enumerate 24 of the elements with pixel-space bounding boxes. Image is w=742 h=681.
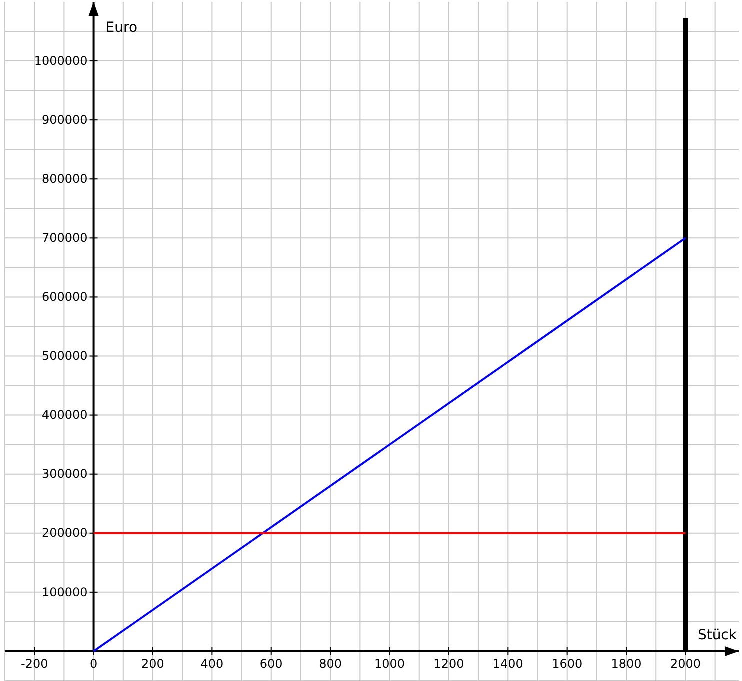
- x-tick-label: 800: [319, 657, 342, 671]
- x-axis-title: Stück: [698, 627, 738, 644]
- x-tick-label: 1600: [552, 657, 583, 671]
- x-tick-label: 1400: [492, 657, 524, 671]
- x-tick-label: 600: [260, 657, 283, 671]
- x-tick-label: 1000: [374, 657, 406, 671]
- y-tick-label: 200000: [42, 526, 88, 540]
- x-tick-label: 400: [200, 657, 224, 671]
- y-tick-label: 400000: [42, 408, 88, 422]
- x-tick-label: 200: [142, 657, 164, 671]
- y-tick-label: 800000: [42, 172, 88, 186]
- y-tick-label: 1000000: [34, 54, 88, 68]
- y-tick-label: 500000: [42, 349, 88, 364]
- x-tick-label: 0: [90, 657, 98, 671]
- y-tick-label: 900000: [42, 112, 88, 127]
- y-axis-title: Euro: [106, 20, 138, 36]
- x-tick-label: 1200: [434, 657, 464, 671]
- y-tick-label: 700000: [42, 231, 88, 246]
- y-tick-label: 100000: [42, 585, 88, 600]
- x-tick-label: 1800: [611, 657, 642, 671]
- x-tick-label: -200: [20, 657, 48, 671]
- y-tick-label: 300000: [42, 467, 88, 482]
- y-tick-label: 600000: [42, 290, 88, 304]
- x-tick-label: 2000: [670, 657, 701, 671]
